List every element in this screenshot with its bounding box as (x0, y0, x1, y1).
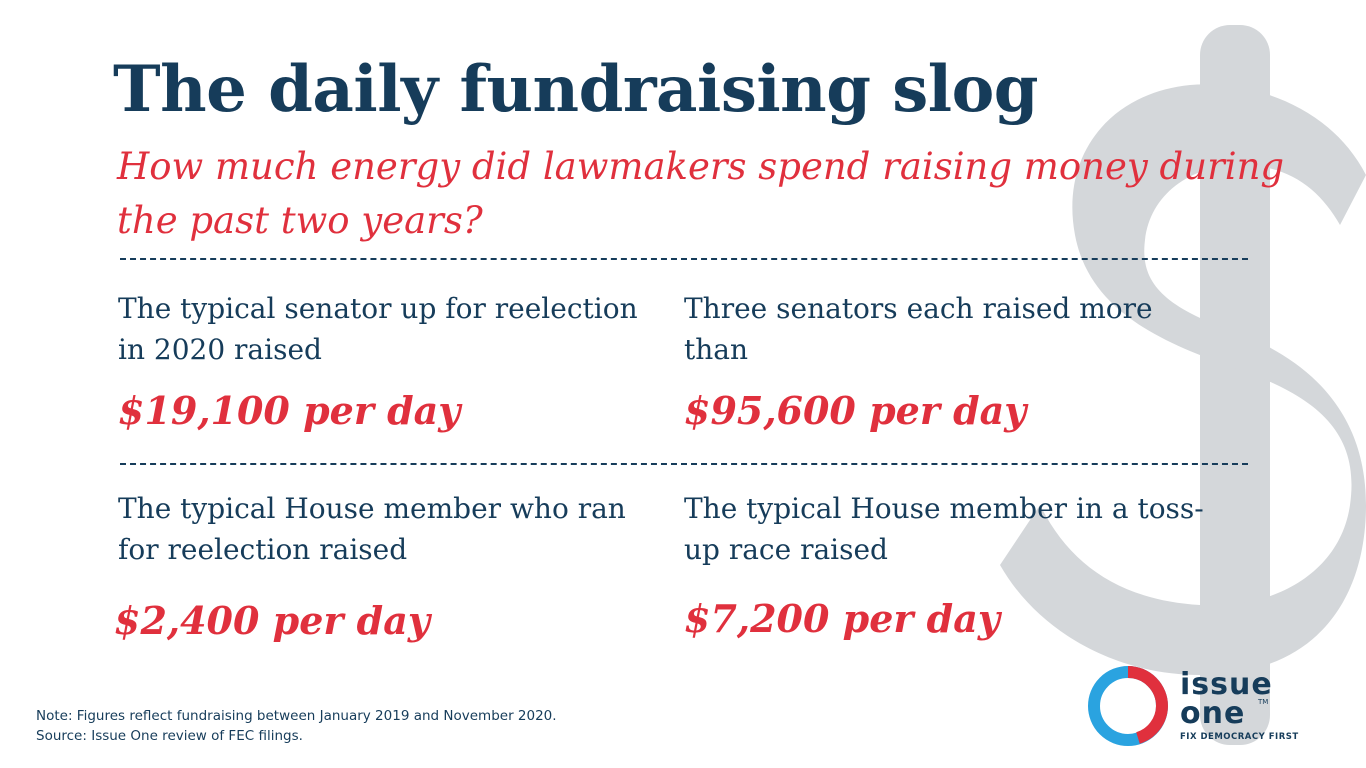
logo-word-bottom: one (1180, 696, 1246, 731)
stat-label: The typical senator up for reelection in… (118, 292, 638, 366)
stat-value: $19,100 per day (118, 388, 461, 433)
dollar-sign-icon (1000, 25, 1366, 745)
page-title: The daily fundraising slog (113, 52, 1039, 127)
logo-word-top: issue (1180, 667, 1273, 702)
divider-middle (120, 463, 1248, 465)
stat-label: The typical House member who ran for ree… (118, 492, 626, 566)
logo-trademark: TM (1258, 698, 1269, 706)
issue-one-logo: issue one TM FIX DEMOCRACY FIRST (1088, 666, 1308, 748)
footnote: Note: Figures reflect fundraising betwee… (36, 706, 557, 746)
stat-value: $95,600 per day (684, 388, 1027, 433)
issue-one-logo-icon (1088, 666, 1168, 746)
stat-value: $2,400 per day (114, 598, 430, 643)
divider-top (120, 258, 1248, 260)
stat-label: The typical House member in a toss-up ra… (684, 492, 1204, 566)
footnote-source: Source: Issue One review of FEC filings. (36, 728, 303, 744)
stat-label: Three senators each raised more than (684, 292, 1153, 366)
logo-tagline: FIX DEMOCRACY FIRST (1180, 732, 1299, 742)
stat-value: $7,200 per day (684, 596, 1000, 641)
footnote-note: Note: Figures reflect fundraising betwee… (36, 708, 557, 724)
logo-wordmark: issue one (1180, 667, 1273, 731)
page-subtitle: How much energy did lawmakers spend rais… (117, 145, 1285, 242)
